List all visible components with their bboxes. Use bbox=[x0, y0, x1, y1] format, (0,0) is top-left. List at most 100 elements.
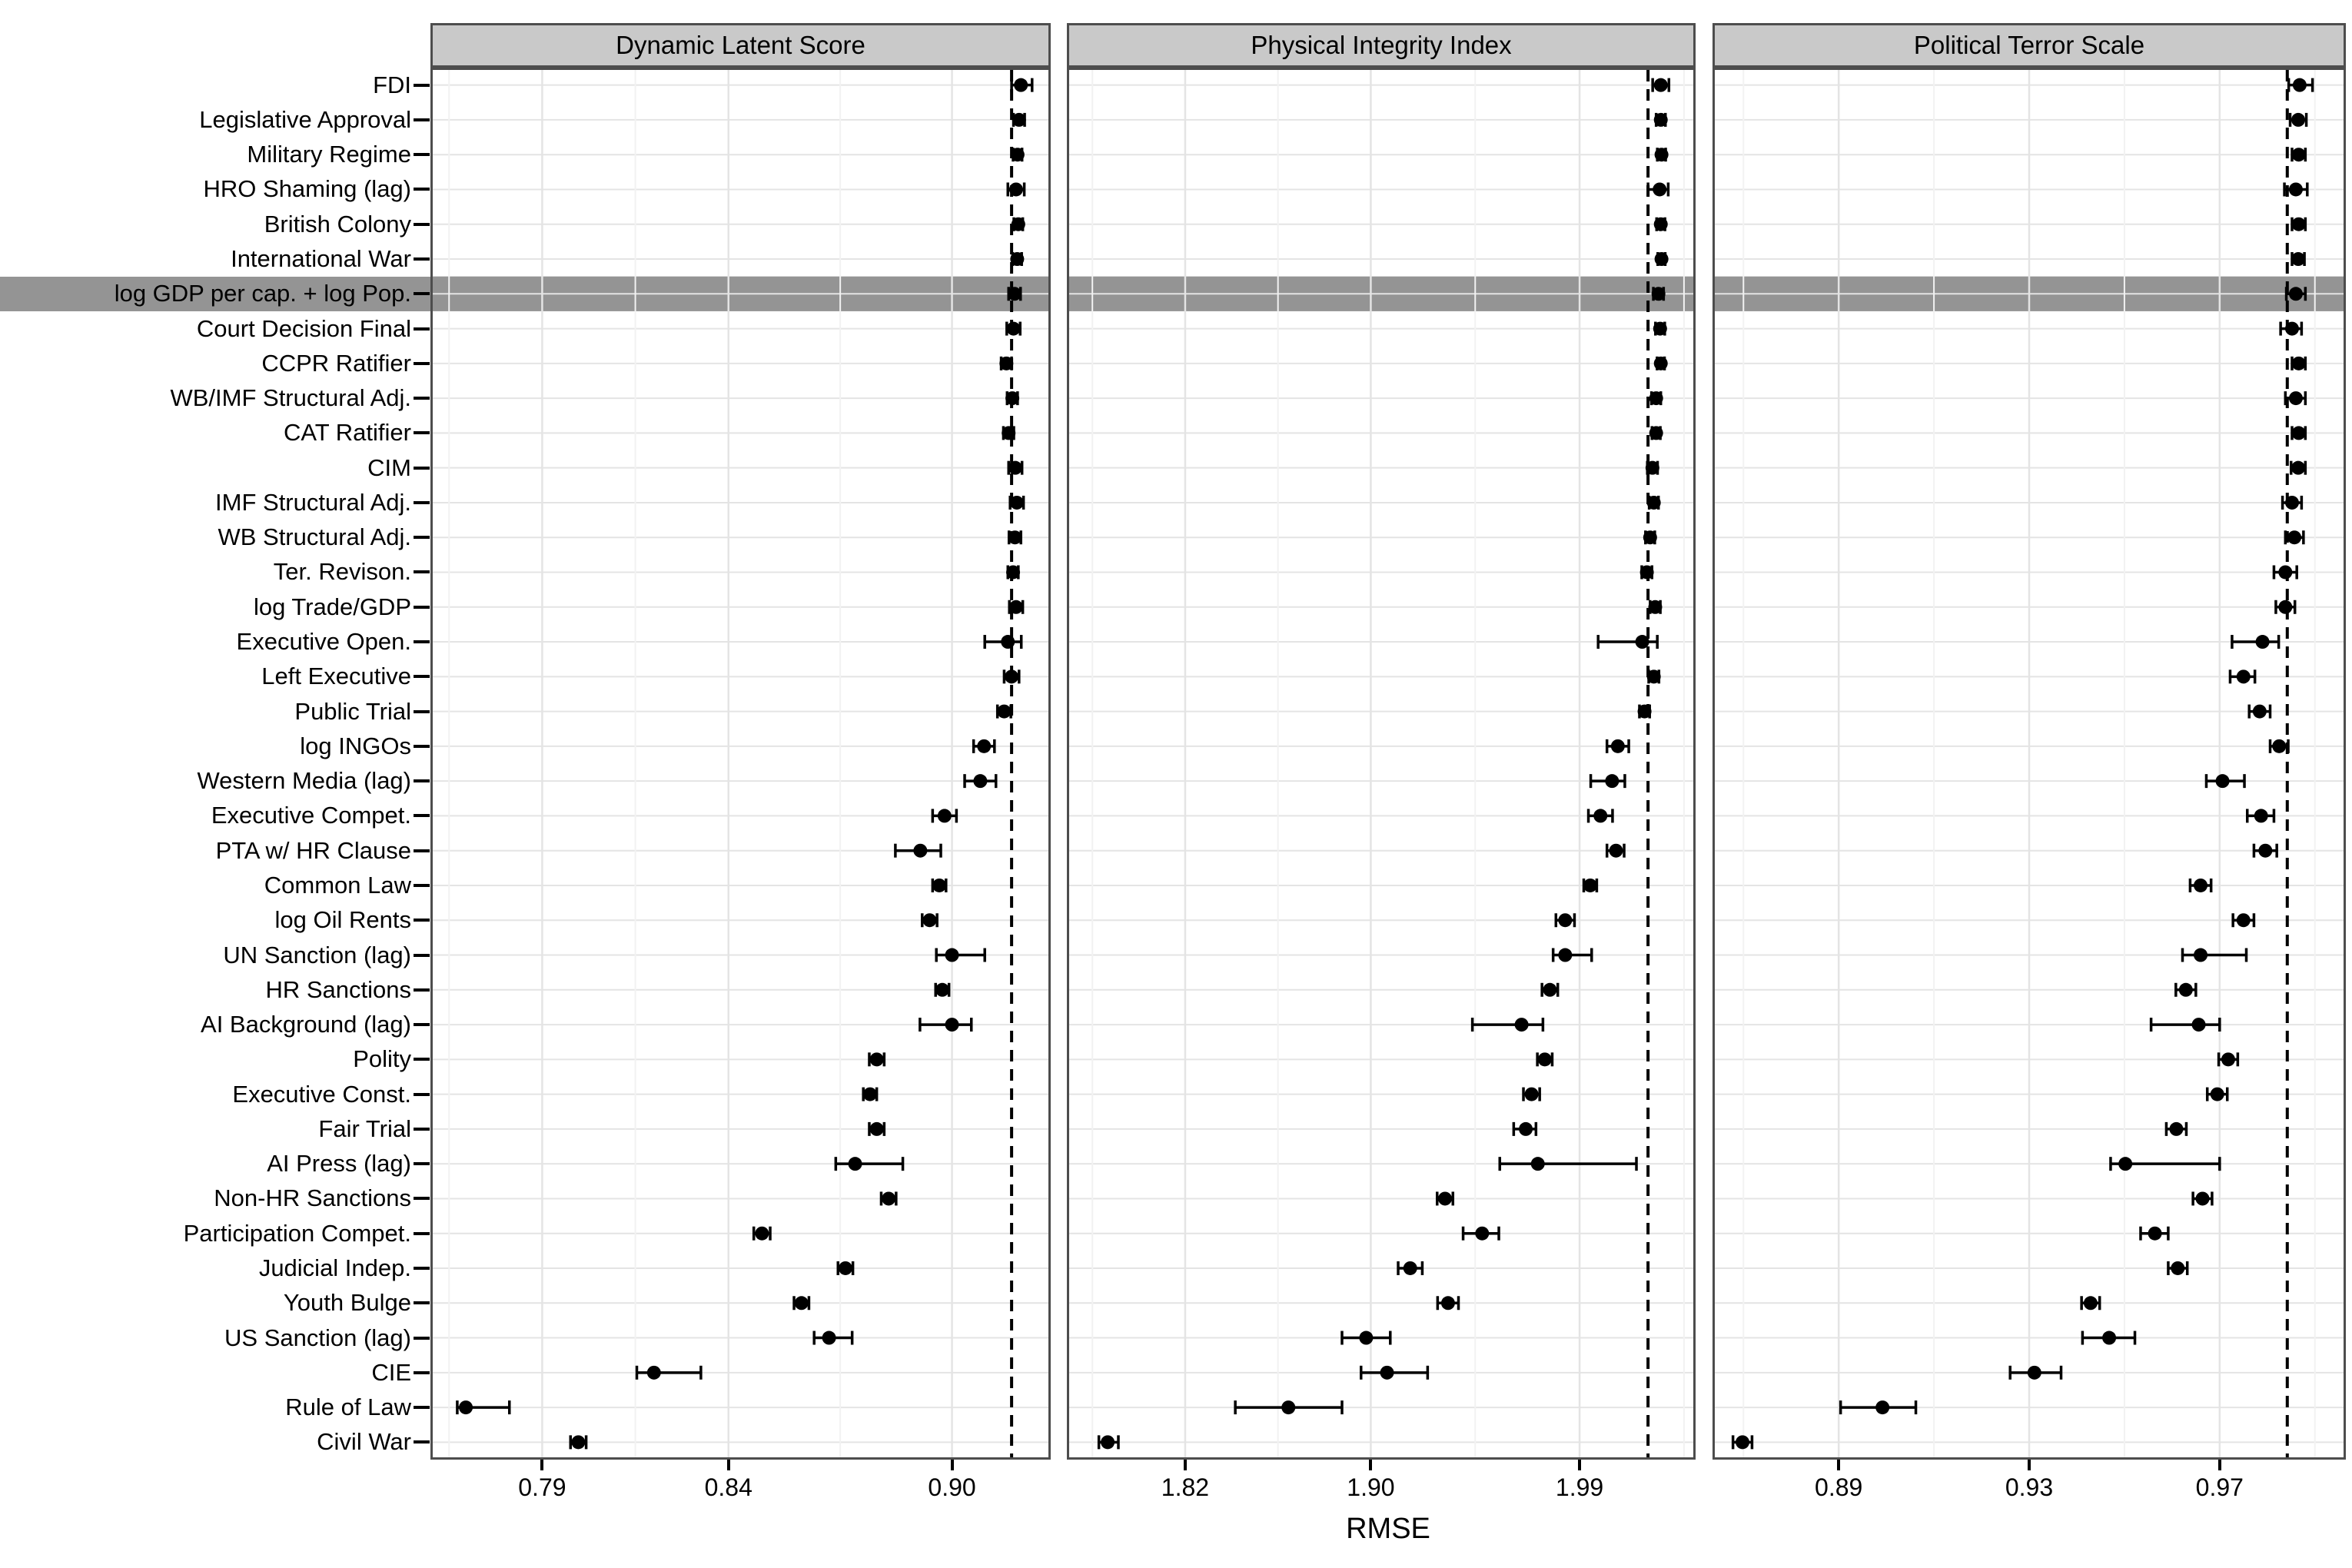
x-tick-label: 0.93 bbox=[2005, 1473, 2054, 1501]
data-point bbox=[1736, 1435, 1750, 1450]
y-tick-mark bbox=[414, 1440, 430, 1444]
data-point bbox=[1646, 669, 1661, 684]
data-point bbox=[2284, 495, 2299, 510]
panel-title: Dynamic Latent Score bbox=[616, 31, 865, 59]
y-axis-label: UN Sanction (lag) bbox=[223, 941, 411, 968]
data-point bbox=[1001, 635, 1015, 649]
data-point bbox=[2288, 182, 2303, 197]
y-tick-mark bbox=[414, 605, 430, 609]
data-point bbox=[869, 1052, 884, 1067]
y-axis-label: Military Regime bbox=[247, 141, 411, 168]
data-point bbox=[2215, 774, 2230, 789]
data-point bbox=[2194, 948, 2208, 962]
y-axis-label: Western Media (lag) bbox=[197, 767, 411, 795]
data-point bbox=[1403, 1261, 1417, 1275]
y-axis-label: WB/IMF Structural Adj. bbox=[170, 384, 411, 412]
data-point bbox=[1654, 252, 1669, 267]
data-point bbox=[2278, 600, 2293, 614]
y-axis-label: Civil War bbox=[317, 1428, 411, 1456]
data-point bbox=[882, 1191, 896, 1206]
x-tick-label: 0.97 bbox=[2195, 1473, 2244, 1501]
x-tick-mark bbox=[726, 1460, 730, 1470]
data-point bbox=[1643, 530, 1657, 545]
data-point bbox=[2291, 252, 2306, 267]
data-point bbox=[1635, 635, 1649, 649]
y-axis-label: Public Trial bbox=[294, 697, 411, 725]
x-tick-mark bbox=[540, 1460, 544, 1470]
data-point bbox=[1593, 809, 1608, 823]
y-axis-label: CCPR Ratifier bbox=[261, 349, 411, 377]
data-point bbox=[935, 982, 949, 997]
data-point bbox=[794, 1296, 809, 1311]
y-tick-mark bbox=[414, 570, 430, 574]
y-tick-mark bbox=[414, 397, 430, 400]
panel-plot-political_terror_scale bbox=[1713, 68, 2346, 1460]
data-point bbox=[1014, 78, 1028, 92]
data-point bbox=[1009, 495, 1024, 510]
data-point bbox=[2292, 78, 2307, 92]
y-tick-mark bbox=[414, 814, 430, 818]
y-axis-label: Executive Compet. bbox=[211, 802, 411, 829]
data-point bbox=[1649, 426, 1663, 440]
y-tick-mark bbox=[414, 222, 430, 226]
data-point bbox=[1010, 252, 1025, 267]
data-point bbox=[2148, 1226, 2162, 1241]
y-axis-label: Rule of Law bbox=[285, 1394, 411, 1421]
data-point bbox=[1005, 669, 1019, 684]
y-tick-mark bbox=[414, 361, 430, 365]
panel-title: Physical Integrity Index bbox=[1251, 31, 1512, 59]
data-point bbox=[1006, 321, 1021, 336]
data-point bbox=[2278, 565, 2293, 580]
data-point bbox=[1475, 1226, 1490, 1241]
data-point bbox=[1008, 600, 1023, 614]
y-axis-label: Legislative Approval bbox=[199, 105, 411, 133]
data-point bbox=[2194, 878, 2208, 892]
data-point bbox=[1637, 704, 1652, 719]
data-point bbox=[1008, 460, 1022, 475]
data-point bbox=[1514, 1018, 1529, 1032]
data-point bbox=[2291, 356, 2306, 370]
data-point bbox=[2118, 1157, 2133, 1171]
y-axis-label: log INGOs bbox=[300, 732, 411, 759]
panel-header-physical-integrity-index: Physical Integrity Index bbox=[1067, 23, 1696, 68]
y-tick-mark bbox=[414, 1058, 430, 1061]
data-point bbox=[1875, 1400, 1890, 1415]
x-tick-label: 0.84 bbox=[704, 1473, 752, 1501]
y-tick-mark bbox=[414, 1162, 430, 1166]
y-axis-label: WB Structural Adj. bbox=[218, 523, 411, 551]
y-axis-label: Judicial Indep. bbox=[258, 1254, 411, 1281]
data-point bbox=[1543, 982, 1557, 997]
y-axis-label: Ter. Revison. bbox=[273, 558, 411, 586]
panel-border bbox=[1713, 68, 2346, 1460]
panel-plot-dynamic_latent_score bbox=[430, 68, 1051, 1460]
data-point bbox=[459, 1400, 473, 1415]
y-tick-mark bbox=[414, 188, 430, 191]
y-tick-mark bbox=[414, 153, 430, 157]
x-tick-mark bbox=[1369, 1460, 1373, 1470]
y-axis-label: British Colony bbox=[264, 210, 411, 238]
y-tick-mark bbox=[414, 640, 430, 644]
data-point bbox=[997, 704, 1012, 719]
data-point bbox=[1007, 287, 1022, 301]
y-axis-label: International War bbox=[231, 245, 411, 272]
y-axis-label: US Sanction (lag) bbox=[224, 1324, 411, 1351]
y-axis-label-highlighted: log GDP per cap. + log Pop. bbox=[114, 280, 411, 307]
y-tick-mark bbox=[414, 1231, 430, 1235]
data-point bbox=[2288, 287, 2303, 301]
data-point bbox=[2236, 669, 2251, 684]
y-axis-label: FDI bbox=[373, 71, 411, 98]
y-tick-mark bbox=[414, 1127, 430, 1131]
data-point bbox=[1438, 1191, 1453, 1206]
data-point bbox=[1524, 1087, 1539, 1101]
y-axis-label: Common Law bbox=[264, 871, 411, 899]
y-tick-mark bbox=[414, 1023, 430, 1027]
y-axis-label: CIM bbox=[367, 453, 411, 481]
y-axis-label: HRO Shaming (lag) bbox=[203, 175, 411, 203]
x-tick-mark bbox=[950, 1460, 954, 1470]
y-tick-mark bbox=[414, 1266, 430, 1270]
data-point bbox=[2178, 982, 2193, 997]
panel-header-dynamic-latent-score: Dynamic Latent Score bbox=[430, 23, 1051, 68]
y-tick-mark bbox=[414, 883, 430, 887]
data-point bbox=[1653, 217, 1668, 231]
data-point bbox=[1005, 391, 1020, 406]
